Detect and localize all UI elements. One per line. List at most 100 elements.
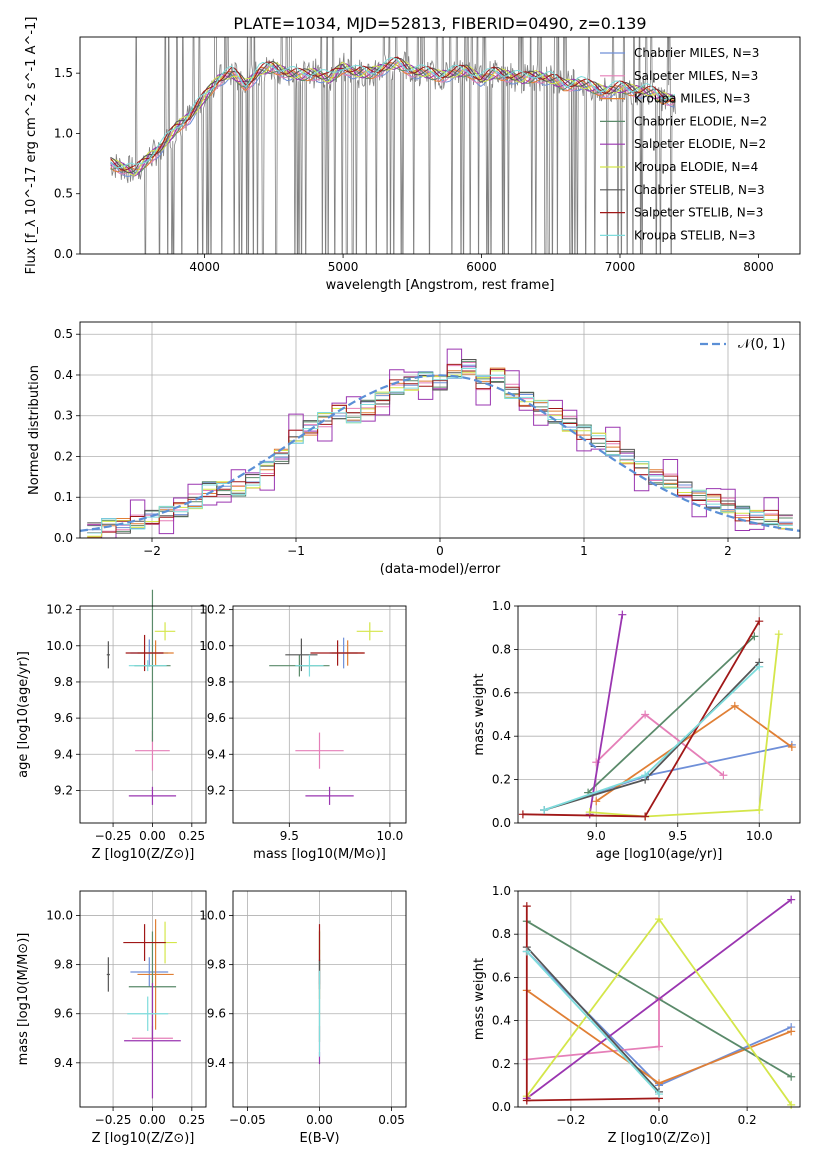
legend-label: Salpeter STELIB, N=3 [634, 206, 763, 220]
legend-label: Salpeter ELODIE, N=2 [634, 137, 766, 151]
x-tick-label: 1 [580, 544, 588, 558]
mass-weight-line [526, 898, 792, 1100]
mass-weight-marker [787, 1072, 796, 1081]
y-tick-label: 9.2 [54, 783, 73, 797]
x-tick-label: −0.05 [229, 1113, 266, 1127]
y-tick-label: 0.4 [492, 729, 511, 743]
y-tick-label: 9.4 [54, 747, 73, 761]
y-tick-label: 9.6 [207, 711, 226, 725]
mass-weight-line [589, 634, 780, 818]
y-tick-label: 0.0 [492, 1100, 511, 1114]
x-tick-label: 0.00 [139, 1113, 166, 1127]
mass-weight-marker [592, 797, 601, 806]
mass-weight-marker [641, 771, 650, 780]
histogram-step-line [87, 359, 793, 534]
mass-weight-marker [774, 630, 783, 639]
y-tick-label: 9.4 [207, 1056, 226, 1070]
y-axis-label: mass weight [472, 958, 487, 1040]
legend-label: Kroupa STELIB, N=3 [634, 228, 756, 242]
legend-label: 𝒩(0, 1) [738, 337, 785, 352]
mass-weight-marker [755, 662, 764, 671]
x-tick-label: 10.0 [746, 829, 773, 843]
y-tick-label: 10.0 [46, 639, 73, 653]
plot-frame [79, 321, 801, 539]
x-axis-label: (data-model)/error [380, 562, 501, 577]
mass-weight-marker [655, 1042, 663, 1051]
legend-label: Chabrier STELIB, N=3 [634, 183, 765, 197]
x-tick-label: 0.25 [178, 1113, 205, 1127]
x-tick-label: −0.25 [95, 1113, 132, 1127]
mass-weight-line [526, 950, 660, 1095]
x-tick-label: 4000 [189, 260, 220, 274]
histogram-step-line [87, 360, 793, 532]
mass-weight-marker [787, 1100, 796, 1109]
y-tick-label: 9.8 [207, 958, 226, 972]
y-axis-label: age [log10(age/yr)] [16, 651, 31, 778]
y-axis-label: Flux [f_λ 10^-17 erg cm^-2 s^-1 A^-1] [24, 17, 39, 275]
plot-frame [79, 36, 801, 255]
x-tick-label: −0.25 [95, 829, 132, 843]
x-axis-label: wavelength [Angstrom, rest frame] [326, 278, 555, 293]
mass-weight-marker [655, 1090, 663, 1099]
spectrum-model-line [110, 57, 675, 174]
y-axis-label: mass weight [472, 673, 487, 755]
y-tick-label: 10.2 [46, 603, 73, 617]
gaussian-curve [79, 374, 801, 532]
y-tick-label: 0.8 [492, 642, 511, 656]
y-tick-label: 10.0 [46, 909, 73, 923]
mass-weight-marker [641, 710, 650, 719]
plot-frame [79, 605, 207, 824]
legend-label: Kroupa MILES, N=3 [634, 92, 750, 106]
y-tick-label: 0.0 [492, 816, 511, 830]
x-tick-label: 2 [724, 544, 732, 558]
mass-weight-marker [522, 1096, 531, 1105]
y-tick-label: 0.2 [54, 449, 73, 463]
x-tick-label: 6000 [466, 260, 497, 274]
mass-weight-line [588, 614, 624, 815]
plot-frame [232, 890, 407, 1108]
x-tick-label: 0.25 [178, 829, 205, 843]
plot-frame [232, 605, 407, 824]
y-tick-label: 0.0 [54, 247, 73, 261]
y-tick-label: 9.8 [54, 675, 73, 689]
plot-frame [79, 890, 207, 1108]
mass-weight-marker [719, 771, 728, 780]
plot-frame [517, 605, 801, 824]
mass-weight-marker [787, 743, 796, 752]
mass-weight-marker [655, 915, 663, 924]
x-tick-label: 0.0 [649, 1113, 668, 1127]
y-tick-label: 1.0 [54, 126, 73, 140]
y-tick-label: 0.2 [492, 1057, 511, 1071]
x-tick-label: 8000 [743, 260, 774, 274]
y-tick-label: 9.6 [54, 1007, 73, 1021]
chart-layer: 4000 5000 6000 7000 8000 0.0 0.5 1.0 1.5 waveleng… [16, 17, 801, 1146]
x-tick-label: 10.0 [377, 829, 404, 843]
mass-weight-marker [522, 947, 531, 956]
mass-weight-marker [787, 895, 796, 904]
mass-weight-line [543, 666, 760, 811]
x-tick-label: −1 [287, 544, 305, 558]
x-tick-label: 9.5 [280, 829, 299, 843]
mass-weight-marker [755, 617, 764, 626]
x-tick-label: 7000 [605, 260, 636, 274]
y-tick-label: 1.0 [492, 884, 511, 898]
mass-weight-marker [655, 1079, 663, 1088]
legend-label: Chabrier ELODIE, N=2 [634, 114, 767, 128]
y-axis-label: Normed distribution [27, 365, 42, 495]
y-tick-label: 0.1 [54, 490, 73, 504]
y-tick-label: 9.2 [207, 783, 226, 797]
x-axis-label: Z [log10(Z/Z⊙)] [92, 1131, 195, 1146]
y-tick-label: 0.5 [54, 187, 73, 201]
x-tick-label: 0.00 [306, 1113, 333, 1127]
x-axis-label: E(B-V) [299, 1131, 339, 1146]
y-tick-label: 10.2 [199, 603, 226, 617]
mass-weight-marker [730, 701, 739, 710]
mass-weight-marker [618, 610, 627, 619]
y-tick-label: 0.8 [492, 927, 511, 941]
y-tick-label: 0.6 [492, 686, 511, 700]
x-axis-label: mass [log10(M/M⊙)] [253, 847, 386, 862]
y-tick-label: 10.0 [199, 639, 226, 653]
x-tick-label: 0.2 [738, 1113, 757, 1127]
legend-label: Kroupa ELODIE, N=4 [634, 160, 758, 174]
y-tick-label: 1.5 [54, 66, 73, 80]
